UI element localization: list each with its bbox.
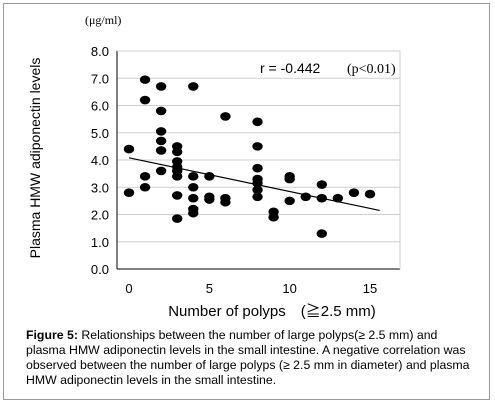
unit-label: (μg/ml) [85,13,121,27]
data-point [220,112,231,121]
data-point [172,191,183,200]
data-point [172,214,183,223]
scatter-chart: 0.0 1.0 2.0 3.0 4.0 5.0 6.0 7.0 8.0 0 5 10 15 (μg/ml… [27,13,401,320]
data-point [332,193,344,203]
data-point [155,127,167,136]
y-tick-label: 2.0 [91,208,109,223]
data-point [155,146,167,155]
data-point [139,182,151,192]
p-value-annotation: (p<0.01) [347,62,396,77]
caption-text: Relationships between the number of larg… [26,328,470,387]
data-point [188,193,199,203]
data-point [220,197,231,207]
data-point [123,188,135,197]
data-point [252,185,263,195]
data-point [155,136,167,146]
data-point [204,172,215,181]
y-tick-label: 8.0 [91,44,109,59]
tick-labels: 0.0 1.0 2.0 3.0 4.0 5.0 6.0 7.0 8.0 0 5 10 15 [91,44,377,296]
data-point [188,82,199,91]
figure-frame [3,3,490,400]
data-points [123,75,376,238]
data-point [316,180,327,189]
data-point [139,172,151,181]
data-point [188,182,199,192]
data-point [268,212,279,222]
y-tick-label: 5.0 [91,126,109,141]
x-axis-label: Number of polyps (≧2.5 mm) [168,303,376,320]
data-point [252,192,263,202]
data-point [172,147,183,157]
data-point [252,117,263,127]
data-point [155,82,167,91]
y-tick-label: 3.0 [91,180,109,195]
data-point [316,193,327,203]
data-point [300,192,311,202]
correlation-annotation: r = -0.442 [260,60,321,76]
data-point [204,195,215,204]
data-point [123,144,135,154]
y-axis-label: Plasma HMW adiponectin levels [27,58,43,259]
data-point [188,208,199,218]
figure-caption: Figure 5: Relationships between the numb… [26,328,471,388]
data-point [364,189,376,199]
y-tick-label: 1.0 [91,235,109,250]
data-point [316,229,327,238]
x-tick-label: 0 [125,281,132,296]
y-tick-label: 4.0 [91,153,109,168]
data-point [172,172,183,181]
x-tick-label: 5 [206,281,213,296]
y-tick-label: 0.0 [91,262,109,277]
data-point [155,106,167,116]
axes [116,50,401,270]
data-point [139,75,151,84]
y-tick-label: 7.0 [91,71,109,86]
y-tick-label: 6.0 [91,99,109,114]
x-tick-label: 15 [363,281,377,296]
data-point [252,142,263,151]
data-point [252,178,263,188]
data-point [284,196,295,206]
x-tick-label: 10 [282,281,296,296]
data-point [155,166,167,176]
data-point [284,174,295,184]
data-point [252,163,263,173]
data-point [188,172,199,181]
data-point [348,188,360,197]
caption-label: Figure 5: [26,328,78,342]
data-point [139,95,151,105]
